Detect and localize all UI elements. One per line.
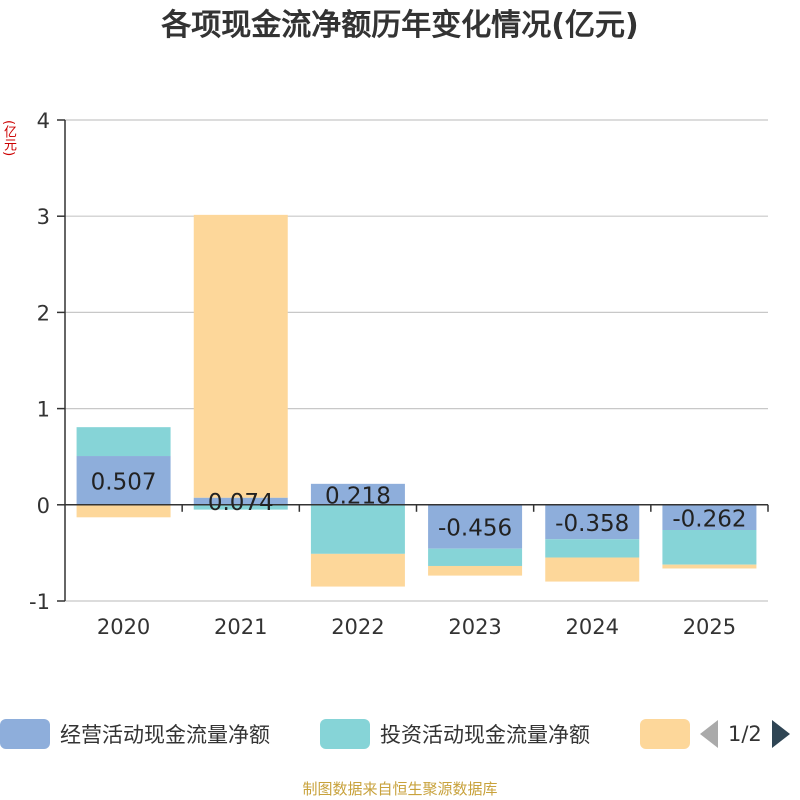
legend-label-investing: 投资活动现金流量净额 <box>380 723 590 747</box>
data-label-2021: 0.074 <box>208 490 274 516</box>
bar-2024-series-0 <box>545 504 640 540</box>
bar-2023-series-1 <box>428 548 523 566</box>
bar-2021-series-1 <box>193 504 288 510</box>
y-tick-label--1: -1 <box>29 590 50 614</box>
bar-2021-series-2 <box>193 214 288 498</box>
bar-2020-series-0 <box>76 456 171 505</box>
legend-pager: 1/2 <box>700 716 790 752</box>
pager-page-indicator: 1/2 <box>728 722 762 746</box>
x-tick-label-2024: 2024 <box>566 615 619 639</box>
bar-2021-series-0 <box>193 497 288 505</box>
grid-lines <box>65 119 768 602</box>
bar-2023-series-2 <box>428 565 523 576</box>
x-tick-label-2025: 2025 <box>683 615 736 639</box>
legend: 经营活动现金流量净额 投资活动现金流量净额 1/2 <box>0 716 800 756</box>
x-tick-label-2020: 2020 <box>97 615 150 639</box>
bar-2022-series-1 <box>310 504 405 554</box>
y-tick-label-0: 0 <box>37 494 50 518</box>
bar-2020-series-1 <box>76 427 171 457</box>
legend-swatch-investing <box>320 719 370 749</box>
x-tick-label-2023: 2023 <box>448 615 501 639</box>
data-source-note: 制图数据来自恒生聚源数据库 <box>302 780 498 798</box>
bar-2023-series-0 <box>428 504 523 549</box>
y-axis-unit-label: (亿元) <box>1 120 16 157</box>
y-tick-label-1: 1 <box>37 398 50 422</box>
pager-next-icon[interactable] <box>771 720 790 748</box>
bars <box>76 214 757 587</box>
legend-label-operating: 经营活动现金流量净额 <box>60 723 270 747</box>
bar-2022-series-2 <box>310 553 405 587</box>
legend-item-financing[interactable] <box>640 716 690 752</box>
x-tick-label-2022: 2022 <box>331 615 384 639</box>
bar-2024-series-2 <box>545 557 640 582</box>
legend-swatch-operating <box>0 719 50 749</box>
bar-2025-series-1 <box>662 530 757 565</box>
y-tick-label-2: 2 <box>37 301 50 325</box>
data-labels: 0.507 0.074 0.218 -0.456 -0.358 -0.262 <box>91 469 747 541</box>
x-tick-label-2021: 2021 <box>214 615 267 639</box>
legend-item-investing[interactable]: 投资活动现金流量净额 <box>320 716 590 752</box>
y-tick-label-4: 4 <box>37 109 50 133</box>
chart-title: 各项现金流净额历年变化情况(亿元) <box>161 8 639 43</box>
bar-2025-series-0 <box>662 504 757 531</box>
data-label-2024: -0.358 <box>555 511 629 537</box>
axes: -1 0 1 2 3 4 2020 2021 2022 2023 2024 2025 <box>29 109 769 639</box>
data-label-2023: -0.456 <box>438 516 512 542</box>
chart-plot: -1 0 1 2 3 4 2020 2021 2022 2023 2024 2025 0.507 0.0… <box>29 109 769 639</box>
y-tick-label-3: 3 <box>37 205 50 229</box>
bar-2024-series-1 <box>545 539 640 558</box>
bar-2022-series-0 <box>310 483 405 505</box>
data-label-2020: 0.507 <box>91 469 157 495</box>
data-label-2025: -0.262 <box>672 506 746 532</box>
pager-prev-icon[interactable] <box>700 720 718 748</box>
legend-swatch-financing <box>640 719 690 749</box>
legend-item-operating[interactable]: 经营活动现金流量净额 <box>0 716 270 752</box>
bar-2025-series-2 <box>662 564 757 569</box>
bar-2020-series-2 <box>76 504 171 518</box>
data-label-2022: 0.218 <box>325 483 391 509</box>
